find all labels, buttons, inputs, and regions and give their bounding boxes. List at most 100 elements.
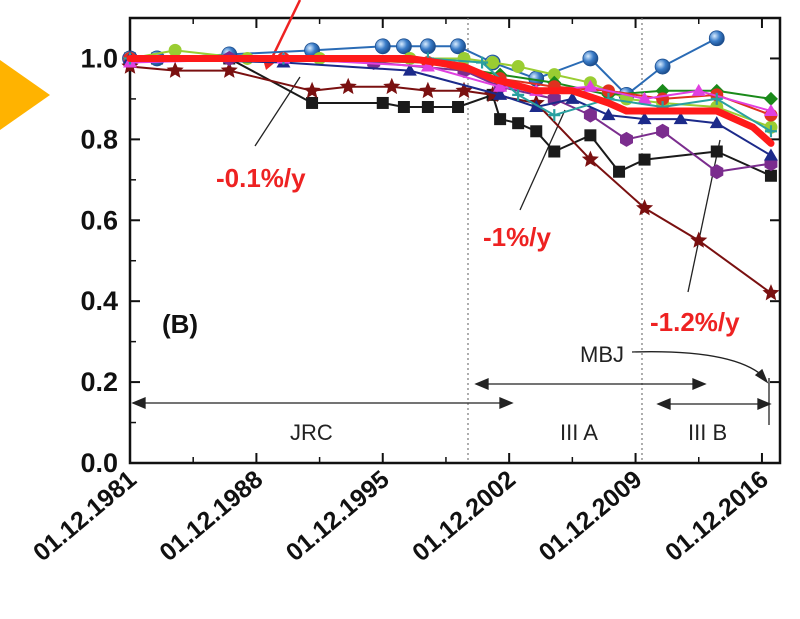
data-point [763, 104, 778, 117]
data-point [710, 92, 723, 105]
data-point [376, 96, 389, 109]
plot-frame [128, 16, 782, 465]
data-point [690, 231, 708, 248]
data-point [636, 199, 654, 216]
data-point [419, 81, 437, 99]
rate-label-2: -1%/y [483, 222, 551, 252]
x-tick-label: 01.12.1981 [28, 465, 142, 567]
period-dividers [467, 18, 643, 463]
data-point [637, 112, 652, 125]
data-point [762, 284, 780, 301]
arrow-head-icon [499, 397, 514, 409]
data-point [638, 153, 651, 166]
y-tick-label: 0.6 [80, 205, 118, 235]
series-line [129, 65, 772, 295]
data-point [530, 125, 543, 138]
data-point [397, 101, 410, 113]
panel-label: (B) [162, 309, 198, 339]
series-10 [126, 55, 775, 147]
data-point [584, 129, 597, 142]
y-tick-label: 0.4 [80, 286, 118, 316]
x-tick-label: 01.12.2002 [407, 465, 521, 567]
leader-line [254, 76, 301, 147]
period-label-iiia: III A [560, 420, 598, 445]
data-point [764, 125, 777, 138]
period-label-jrc: JRC [290, 420, 333, 445]
data-point [168, 43, 182, 57]
data-point [493, 79, 508, 92]
data-point [710, 164, 724, 180]
data-point [763, 148, 778, 161]
y-tick-label: 0.2 [80, 367, 118, 397]
data-point [565, 91, 580, 104]
data-point [583, 107, 597, 123]
leader-line [687, 139, 721, 293]
data-point [691, 83, 706, 96]
data-point [166, 61, 184, 78]
data-point [613, 165, 626, 178]
data-point [710, 145, 723, 158]
data-point [708, 30, 725, 47]
data-point [709, 116, 724, 129]
data-point [452, 101, 465, 113]
data-point [455, 81, 473, 99]
data-point [583, 79, 598, 92]
pointer-triangle-icon [0, 60, 50, 130]
data-point [511, 60, 525, 74]
data-point [512, 117, 525, 130]
data-point [402, 63, 417, 76]
data-point [764, 169, 777, 182]
y-axis: 0.0 0.2 0.4 0.6 0.8 1.0 [80, 43, 780, 478]
series-line [126, 55, 775, 147]
data-point [548, 109, 561, 122]
data-point [374, 38, 391, 55]
data-point [476, 56, 489, 69]
arrow-head-icon [692, 378, 707, 390]
data-point [673, 112, 688, 125]
data-point [450, 38, 466, 55]
data-point [654, 58, 671, 75]
data-point [547, 68, 561, 82]
x-tick-label: 01.12.2009 [534, 465, 648, 567]
data-point [582, 50, 599, 67]
arrow-head-icon [757, 398, 772, 410]
data-point [620, 131, 633, 147]
data-point [494, 113, 507, 126]
rate-label-3: -1.2%/y [650, 307, 740, 337]
data-point [581, 150, 599, 167]
x-tick-label: 01.12.1988 [154, 465, 268, 567]
data-point [306, 96, 319, 109]
data-point [763, 91, 778, 106]
y-tick-label: 1.0 [80, 43, 118, 73]
period-spans [131, 351, 772, 425]
mbj-label: MBJ [580, 342, 624, 367]
data-point [383, 77, 401, 95]
y-tick-label: 0.8 [80, 124, 118, 154]
data-point [421, 101, 434, 113]
series-layer [121, 30, 780, 301]
data-point [637, 91, 652, 104]
data-point [656, 123, 670, 139]
data-point [548, 145, 561, 158]
data-point [420, 59, 435, 72]
period-label-iiib: III B [688, 420, 727, 445]
data-point [493, 87, 508, 100]
arrow-head-icon [474, 378, 489, 390]
y-tick-label: 0.0 [80, 448, 118, 478]
rate-label-1: -0.1%/y [216, 163, 306, 193]
mbj-leader [631, 351, 766, 379]
arrow-head-icon [656, 398, 671, 410]
data-point [339, 77, 357, 95]
data-point [486, 56, 500, 69]
x-tick-label: 01.12.2016 [660, 465, 774, 567]
data-point [512, 88, 525, 101]
data-point [419, 38, 436, 55]
data-point [601, 108, 616, 121]
data-point [303, 81, 321, 99]
arrow-head-icon [131, 397, 146, 409]
data-point [220, 61, 238, 78]
data-point [396, 38, 412, 55]
arrow-head-icon [754, 368, 769, 384]
x-tick-label: 01.12.1995 [281, 465, 395, 567]
